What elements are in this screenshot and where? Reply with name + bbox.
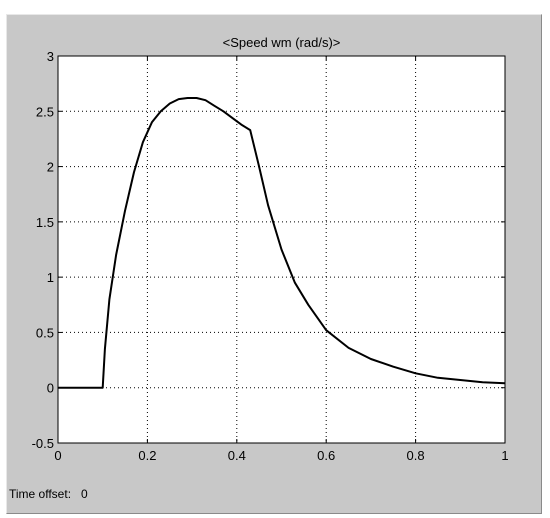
chart-title: <Speed wm (rad/s)> bbox=[223, 35, 341, 50]
x-tick-label: 0.6 bbox=[317, 448, 335, 463]
y-tick-label: 2.5 bbox=[36, 104, 54, 119]
y-tick-label: 0.5 bbox=[36, 325, 54, 340]
y-tick-label: -0.5 bbox=[32, 436, 54, 451]
x-tick-label: 0.2 bbox=[138, 448, 156, 463]
x-tick-label: 0 bbox=[54, 448, 61, 463]
x-tick-label: 1 bbox=[501, 448, 508, 463]
y-tick-label: 3 bbox=[47, 49, 54, 64]
axes-frame bbox=[57, 55, 506, 444]
x-tick-label: 0.8 bbox=[407, 448, 425, 463]
y-tick-label: 2 bbox=[47, 160, 54, 175]
time-offset-label: Time offset: bbox=[9, 487, 72, 501]
y-tick-label: 0 bbox=[47, 381, 54, 396]
time-offset-readout: Time offset: 0 bbox=[9, 487, 88, 501]
time-offset-value: 0 bbox=[81, 487, 88, 501]
y-tick-label: 1 bbox=[47, 270, 54, 285]
speed-series-line bbox=[58, 97, 506, 389]
x-tick-label: 0.4 bbox=[228, 448, 246, 463]
y-tick-label: 1.5 bbox=[36, 215, 54, 230]
